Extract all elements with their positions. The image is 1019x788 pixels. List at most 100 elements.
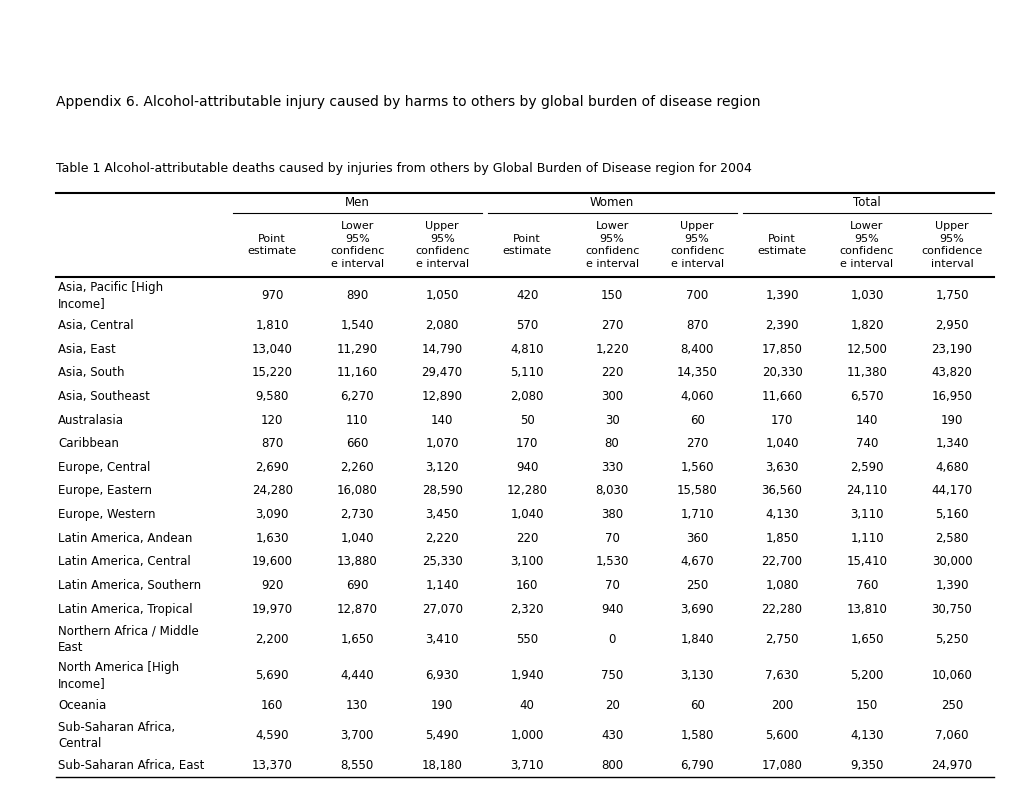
Text: 1,000: 1,000 (510, 729, 543, 742)
Text: 760: 760 (855, 579, 877, 592)
Text: 13,040: 13,040 (252, 343, 292, 355)
Text: 1,850: 1,850 (764, 532, 798, 545)
Text: 4,440: 4,440 (340, 669, 374, 682)
Text: 12,890: 12,890 (421, 390, 463, 403)
Text: 190: 190 (940, 414, 962, 426)
Text: 18,180: 18,180 (421, 759, 463, 771)
Text: 360: 360 (686, 532, 707, 545)
Text: 1,390: 1,390 (934, 579, 968, 592)
Text: 11,290: 11,290 (336, 343, 377, 355)
Text: 1,110: 1,110 (850, 532, 883, 545)
Text: 110: 110 (345, 414, 368, 426)
Text: 6,930: 6,930 (425, 669, 459, 682)
Text: 24,280: 24,280 (252, 485, 292, 497)
Text: 330: 330 (600, 461, 623, 474)
Text: 550: 550 (516, 633, 538, 645)
Text: 170: 170 (770, 414, 793, 426)
Text: 1,340: 1,340 (934, 437, 968, 450)
Text: 870: 870 (686, 319, 707, 332)
Text: 750: 750 (600, 669, 623, 682)
Text: 3,100: 3,100 (510, 556, 543, 568)
Text: 22,280: 22,280 (761, 603, 802, 615)
Text: 80: 80 (604, 437, 619, 450)
Text: Caribbean: Caribbean (58, 437, 119, 450)
Text: 300: 300 (600, 390, 623, 403)
Text: 3,110: 3,110 (850, 508, 882, 521)
Text: 270: 270 (600, 319, 623, 332)
Text: 13,370: 13,370 (252, 759, 292, 771)
Text: 740: 740 (855, 437, 877, 450)
Text: 1,070: 1,070 (425, 437, 459, 450)
Text: 190: 190 (431, 699, 452, 712)
Text: 1,580: 1,580 (680, 729, 713, 742)
Text: 25,330: 25,330 (422, 556, 462, 568)
Text: 220: 220 (516, 532, 538, 545)
Text: 7,630: 7,630 (764, 669, 798, 682)
Text: 1,940: 1,940 (510, 669, 543, 682)
Text: 800: 800 (600, 759, 623, 771)
Text: 70: 70 (604, 579, 619, 592)
Text: 23,190: 23,190 (930, 343, 971, 355)
Text: Latin America, Tropical: Latin America, Tropical (58, 603, 193, 615)
Text: 4,060: 4,060 (680, 390, 713, 403)
Text: 4,130: 4,130 (764, 508, 798, 521)
Text: 1,560: 1,560 (680, 461, 713, 474)
Text: 8,400: 8,400 (680, 343, 713, 355)
Text: 1,750: 1,750 (934, 289, 968, 302)
Text: 4,130: 4,130 (850, 729, 882, 742)
Text: Northern Africa / Middle
East: Northern Africa / Middle East (58, 625, 199, 653)
Text: Point
estimate: Point estimate (502, 234, 551, 256)
Text: 160: 160 (261, 699, 283, 712)
Text: 140: 140 (855, 414, 877, 426)
Text: 420: 420 (516, 289, 538, 302)
Text: Lower
95%
confidenc
e interval: Lower 95% confidenc e interval (839, 221, 894, 269)
Text: 43,820: 43,820 (930, 366, 971, 379)
Text: 1,080: 1,080 (764, 579, 798, 592)
Text: Upper
95%
confidenc
e interval: Upper 95% confidenc e interval (415, 221, 469, 269)
Text: 430: 430 (600, 729, 623, 742)
Text: 1,840: 1,840 (680, 633, 713, 645)
Text: 30,750: 30,750 (930, 603, 971, 615)
Text: Sub-Saharan Africa, East: Sub-Saharan Africa, East (58, 759, 205, 771)
Text: 3,700: 3,700 (340, 729, 374, 742)
Text: 270: 270 (685, 437, 707, 450)
Text: Women: Women (589, 196, 634, 210)
Text: 60: 60 (689, 414, 704, 426)
Text: 9,350: 9,350 (850, 759, 882, 771)
Text: 11,380: 11,380 (846, 366, 887, 379)
Text: 16,080: 16,080 (336, 485, 377, 497)
Text: 14,790: 14,790 (421, 343, 463, 355)
Text: 940: 940 (516, 461, 538, 474)
Text: 20,330: 20,330 (761, 366, 802, 379)
Text: 1,220: 1,220 (595, 343, 629, 355)
Text: 1,540: 1,540 (340, 319, 374, 332)
Text: 4,680: 4,680 (934, 461, 968, 474)
Text: 20: 20 (604, 699, 619, 712)
Text: 920: 920 (261, 579, 283, 592)
Text: 6,570: 6,570 (850, 390, 882, 403)
Text: 2,580: 2,580 (934, 532, 968, 545)
Text: Oceania: Oceania (58, 699, 106, 712)
Text: Latin America, Andean: Latin America, Andean (58, 532, 193, 545)
Text: Point
estimate: Point estimate (248, 234, 297, 256)
Text: 1,820: 1,820 (850, 319, 882, 332)
Text: 250: 250 (940, 699, 962, 712)
Text: Sub-Saharan Africa,
Central: Sub-Saharan Africa, Central (58, 721, 175, 749)
Text: 15,580: 15,580 (676, 485, 716, 497)
Text: 380: 380 (600, 508, 623, 521)
Text: North America [High
Income]: North America [High Income] (58, 661, 179, 690)
Text: 1,650: 1,650 (340, 633, 374, 645)
Text: Europe, Central: Europe, Central (58, 461, 151, 474)
Text: Asia, East: Asia, East (58, 343, 116, 355)
Text: 150: 150 (855, 699, 877, 712)
Text: 5,490: 5,490 (425, 729, 459, 742)
Text: Men: Men (344, 196, 369, 210)
Text: 1,030: 1,030 (850, 289, 882, 302)
Text: Lower
95%
confidenc
e interval: Lower 95% confidenc e interval (330, 221, 384, 269)
Text: 50: 50 (520, 414, 534, 426)
Text: 13,810: 13,810 (846, 603, 887, 615)
Text: 27,070: 27,070 (421, 603, 463, 615)
Text: 15,220: 15,220 (252, 366, 292, 379)
Text: 14,350: 14,350 (676, 366, 716, 379)
Text: 1,710: 1,710 (680, 508, 713, 521)
